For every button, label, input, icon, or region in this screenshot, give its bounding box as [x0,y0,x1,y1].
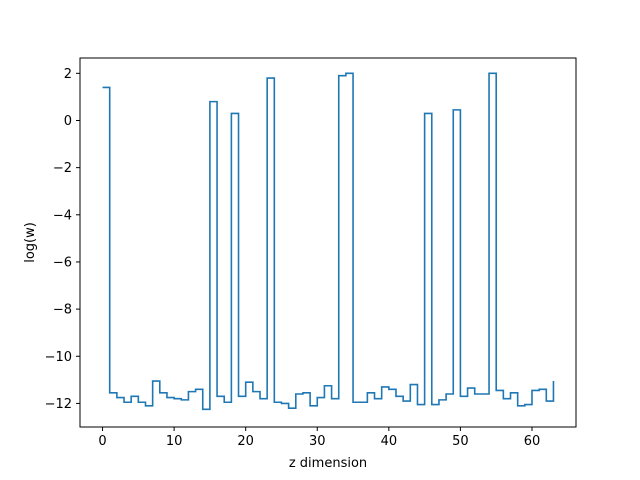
y-tick-label: −4 [53,208,72,223]
x-tick-label: 30 [309,434,326,449]
y-tick-label: −2 [53,161,72,176]
x-tick-label: 0 [98,434,106,449]
x-axis-label: z dimension [289,456,367,471]
y-tick-label: −8 [53,303,72,318]
x-tick-label: 60 [524,434,541,449]
series-line [102,72,555,411]
x-tick-label: 40 [381,434,398,449]
y-axis-label: log(w) [23,222,38,263]
y-tick-label: −10 [45,350,72,365]
axes-frame [79,57,577,428]
y-axis-ticks: 2 0 −2 −4 −6 −8 −10 −12 [45,67,80,412]
x-tick-label: 10 [166,434,183,449]
y-tick-label: −12 [45,397,72,412]
x-axis-ticks: 0 10 20 30 40 50 60 [98,427,540,449]
plot-area [102,72,555,411]
y-tick-label: −6 [53,255,72,270]
y-tick-label: 0 [64,114,72,129]
x-tick-label: 50 [452,434,469,449]
y-tick-label: 2 [64,67,72,82]
x-tick-label: 20 [237,434,254,449]
